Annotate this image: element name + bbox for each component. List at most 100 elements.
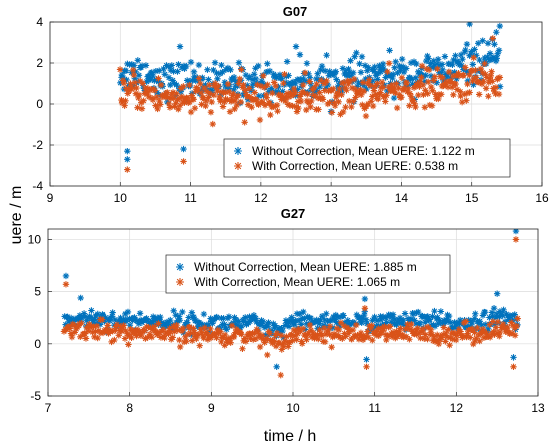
data-point: [187, 329, 194, 337]
data-point: [175, 105, 182, 113]
data-point: [449, 72, 457, 80]
data-point: [260, 80, 268, 88]
tick-labels: 9 10 11 12 13 14 15 16 -4 -2 0 2 4: [32, 15, 549, 205]
data-point: [187, 108, 195, 116]
data-point: [244, 101, 252, 108]
data-point: [138, 329, 146, 336]
data-point: [382, 98, 389, 105]
data-point: [172, 92, 179, 99]
data-point: [484, 40, 492, 47]
data-point: [357, 69, 365, 76]
data-point: [455, 72, 463, 80]
data-point: [369, 102, 377, 110]
data-point: [206, 90, 214, 97]
data-point: [331, 102, 339, 109]
data-point: [77, 333, 84, 341]
outlier-point: [62, 272, 70, 280]
y-tick-label: 0: [36, 97, 43, 111]
data-point: [273, 101, 281, 109]
x-tick-label: 10: [286, 401, 300, 415]
data-point: [419, 81, 427, 89]
outlier-point: [176, 43, 184, 50]
data-point: [388, 318, 395, 326]
data-point: [353, 49, 360, 57]
data-point: [429, 313, 436, 320]
data-point: [330, 85, 337, 93]
data-point: [292, 89, 299, 96]
data-point: [490, 305, 498, 312]
data-point: [478, 328, 486, 335]
y-tick-label: -2: [32, 138, 43, 152]
data-point: [408, 320, 415, 328]
panel-title: G27: [281, 206, 306, 221]
data-point: [298, 321, 305, 328]
data-point: [277, 332, 285, 339]
data-point: [131, 329, 138, 336]
data-point: [433, 337, 440, 344]
data-point: [463, 68, 470, 75]
series-1: [60, 315, 521, 359]
data-point: [434, 314, 441, 321]
data-point: [350, 75, 358, 83]
data-point: [221, 79, 228, 86]
legend-marker: [176, 278, 184, 286]
data-point: [303, 60, 311, 67]
data-point: [120, 80, 128, 87]
data-point: [317, 66, 324, 74]
data-point: [481, 60, 488, 67]
data-point: [90, 323, 97, 330]
data-point: [467, 317, 475, 325]
data-point: [509, 312, 517, 319]
data-point: [476, 79, 484, 87]
data-point: [188, 92, 195, 99]
outlier-point: [512, 229, 520, 235]
data-point: [125, 341, 132, 348]
data-point: [126, 322, 134, 329]
data-point: [442, 338, 449, 345]
data-point: [81, 313, 89, 320]
data-point: [91, 333, 98, 341]
data-point: [186, 81, 193, 89]
data-point: [391, 84, 398, 91]
data-point: [419, 325, 427, 333]
data-point: [112, 327, 119, 334]
data-point: [156, 329, 163, 336]
data-point: [481, 54, 488, 62]
data-point: [254, 328, 262, 336]
data-point: [416, 319, 424, 327]
data-point: [179, 308, 186, 316]
data-point: [442, 319, 449, 326]
data-point: [328, 316, 336, 324]
data-point: [75, 315, 82, 322]
outlier-point: [277, 371, 284, 379]
data-point: [208, 86, 215, 94]
data-point: [248, 103, 255, 111]
data-point: [148, 94, 156, 102]
data-point: [230, 74, 238, 81]
data-point: [191, 329, 198, 336]
data-point: [198, 101, 205, 108]
data-point: [178, 93, 185, 100]
data-point: [322, 331, 330, 338]
data-point: [460, 319, 468, 326]
data-point: [491, 331, 498, 338]
data-point: [161, 334, 168, 342]
data-point: [283, 333, 290, 340]
data-point: [396, 329, 403, 337]
data-point: [64, 313, 71, 321]
data-point: [83, 324, 90, 331]
data-point: [451, 331, 459, 338]
data-point: [415, 308, 422, 316]
data-point: [216, 70, 224, 77]
data-point: [446, 60, 454, 68]
data-point: [491, 41, 498, 48]
data-point: [367, 324, 374, 332]
data-point: [495, 47, 503, 54]
data-point: [435, 320, 442, 327]
data-point: [445, 326, 452, 333]
data-point: [312, 92, 319, 100]
data-point: [404, 321, 411, 328]
data-point: [252, 75, 260, 83]
data-point: [291, 321, 299, 328]
data-point: [198, 329, 205, 337]
